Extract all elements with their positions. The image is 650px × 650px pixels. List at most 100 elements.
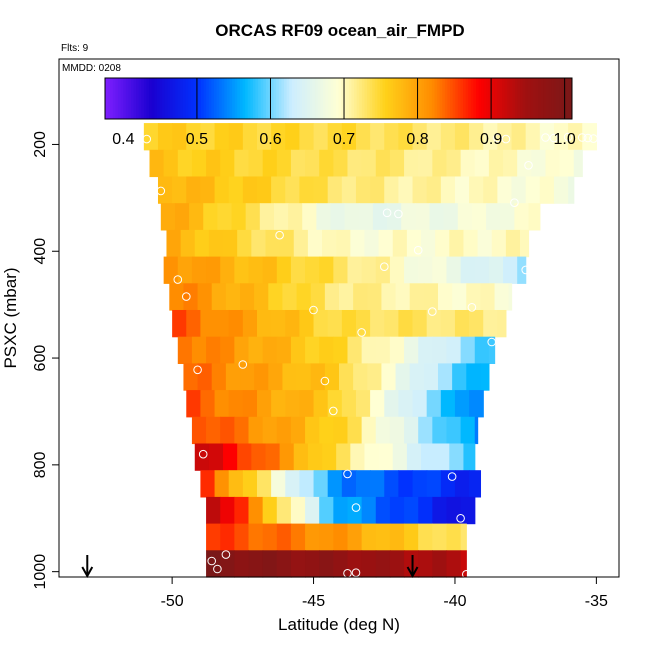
colorbar-segment — [507, 78, 511, 119]
colorbar-segment — [219, 78, 223, 119]
heatmap-cell — [375, 523, 391, 551]
heatmap-cell — [220, 523, 235, 551]
heatmap-cell — [157, 176, 173, 204]
colorbar-segment — [426, 78, 430, 119]
heatmap-cell — [290, 550, 306, 578]
heatmap-cell — [446, 523, 462, 551]
colorbar-segment — [302, 78, 306, 119]
x-tick-label: -35 — [585, 593, 608, 610]
heatmap-cell — [214, 309, 230, 338]
heatmap-cell — [545, 149, 561, 178]
heatmap-cell — [384, 390, 399, 418]
heatmap-cell — [206, 550, 221, 578]
colorbar-segment — [444, 78, 448, 119]
sample-point — [142, 134, 151, 144]
colorbar-segment — [138, 78, 142, 119]
colorbar-segment — [364, 78, 368, 119]
colorbar-segment — [265, 78, 269, 119]
heatmap-cell — [214, 470, 230, 498]
heatmap-band — [194, 443, 476, 471]
heatmap-cell — [228, 470, 244, 498]
heatmap-cell — [401, 203, 416, 231]
heatmap-cell — [327, 390, 343, 418]
heatmap-cell — [446, 416, 462, 445]
colorbar-segment — [182, 78, 186, 119]
colorbar-segment — [252, 78, 256, 119]
heatmap-cell — [262, 550, 278, 578]
heatmap-cell — [469, 470, 482, 498]
heatmap-cell — [418, 256, 433, 284]
colorbar-segment — [213, 78, 218, 119]
colorbar-segment — [403, 78, 407, 119]
heatmap-band — [163, 256, 527, 284]
heatmap-cell — [248, 523, 264, 551]
heatmap-cell — [469, 309, 484, 338]
colorbar: 0.4 0.5 0.6 0.7 0.8 0.9 1.0 — [104, 77, 576, 148]
heatmap-cell — [285, 470, 300, 498]
heatmap-cell — [186, 390, 202, 418]
heatmap-cell — [452, 363, 467, 391]
sample-point — [156, 186, 166, 196]
heatmap-cell — [319, 416, 334, 445]
heatmap-band — [169, 283, 513, 311]
heatmap-cell — [364, 443, 380, 471]
sample-point — [541, 133, 550, 142]
heatmap-cell — [271, 123, 286, 151]
heatmap-cell — [412, 309, 428, 338]
heatmap-cell — [460, 550, 467, 578]
colorbar-segment — [193, 78, 197, 119]
heatmap-cell — [305, 149, 320, 178]
colorbar-segment — [481, 78, 485, 119]
sample-point — [238, 360, 248, 369]
heatmap-cell — [525, 176, 541, 204]
heatmap-cell — [460, 523, 467, 551]
colorbar-segment — [535, 78, 539, 119]
heatmap-cell — [488, 256, 504, 284]
heatmap-cell — [240, 363, 255, 391]
colorbar-segment — [263, 78, 267, 119]
heatmap-cell — [432, 496, 448, 525]
colorbar-segment — [330, 78, 334, 119]
y-tick-label: 800 — [32, 451, 49, 478]
heatmap-cell — [177, 336, 193, 364]
heatmap-cell — [398, 123, 414, 151]
heatmap-cell — [539, 123, 555, 151]
heatmap-cell — [285, 309, 300, 338]
heatmap-cell — [228, 309, 244, 338]
heatmap-cell — [324, 363, 340, 391]
heatmap-cell — [347, 336, 363, 364]
colorbar-segment — [527, 78, 531, 119]
heatmap-cell — [418, 149, 433, 178]
heatmap-cell — [375, 496, 391, 525]
colorbar-segment — [496, 78, 500, 119]
colorbar-segment — [162, 78, 166, 119]
heatmap-cell — [483, 309, 498, 338]
colorbar-segment — [411, 78, 415, 119]
heatmap-cell — [279, 229, 295, 258]
heatmap-cell — [488, 149, 504, 178]
heatmap-cell — [206, 336, 221, 364]
heatmap-cell — [240, 283, 255, 311]
heatmap-cell — [313, 123, 329, 151]
colorbar-segment — [146, 78, 150, 119]
colorbar-segment — [190, 78, 194, 119]
sample-point — [351, 503, 361, 512]
heatmap-cell — [378, 229, 394, 258]
heatmap-cell — [262, 416, 278, 445]
heatmap-cell — [319, 256, 334, 284]
heatmap-band — [143, 123, 597, 151]
heatmap-cell — [186, 309, 202, 338]
heatmap-cell — [223, 443, 238, 471]
sample-point — [467, 303, 477, 312]
heatmap-cell — [469, 176, 484, 204]
heatmap-cell — [375, 336, 391, 364]
colorbar-segment — [476, 78, 480, 119]
heatmap-cell — [531, 149, 547, 178]
colorbar-segment — [208, 78, 212, 119]
sample-point — [577, 133, 587, 142]
heatmap-cell — [392, 443, 408, 471]
colorbar-segment — [112, 78, 116, 119]
heatmap-cell — [271, 176, 286, 204]
heatmap-cell — [350, 443, 366, 471]
heatmap-cell — [404, 336, 419, 364]
